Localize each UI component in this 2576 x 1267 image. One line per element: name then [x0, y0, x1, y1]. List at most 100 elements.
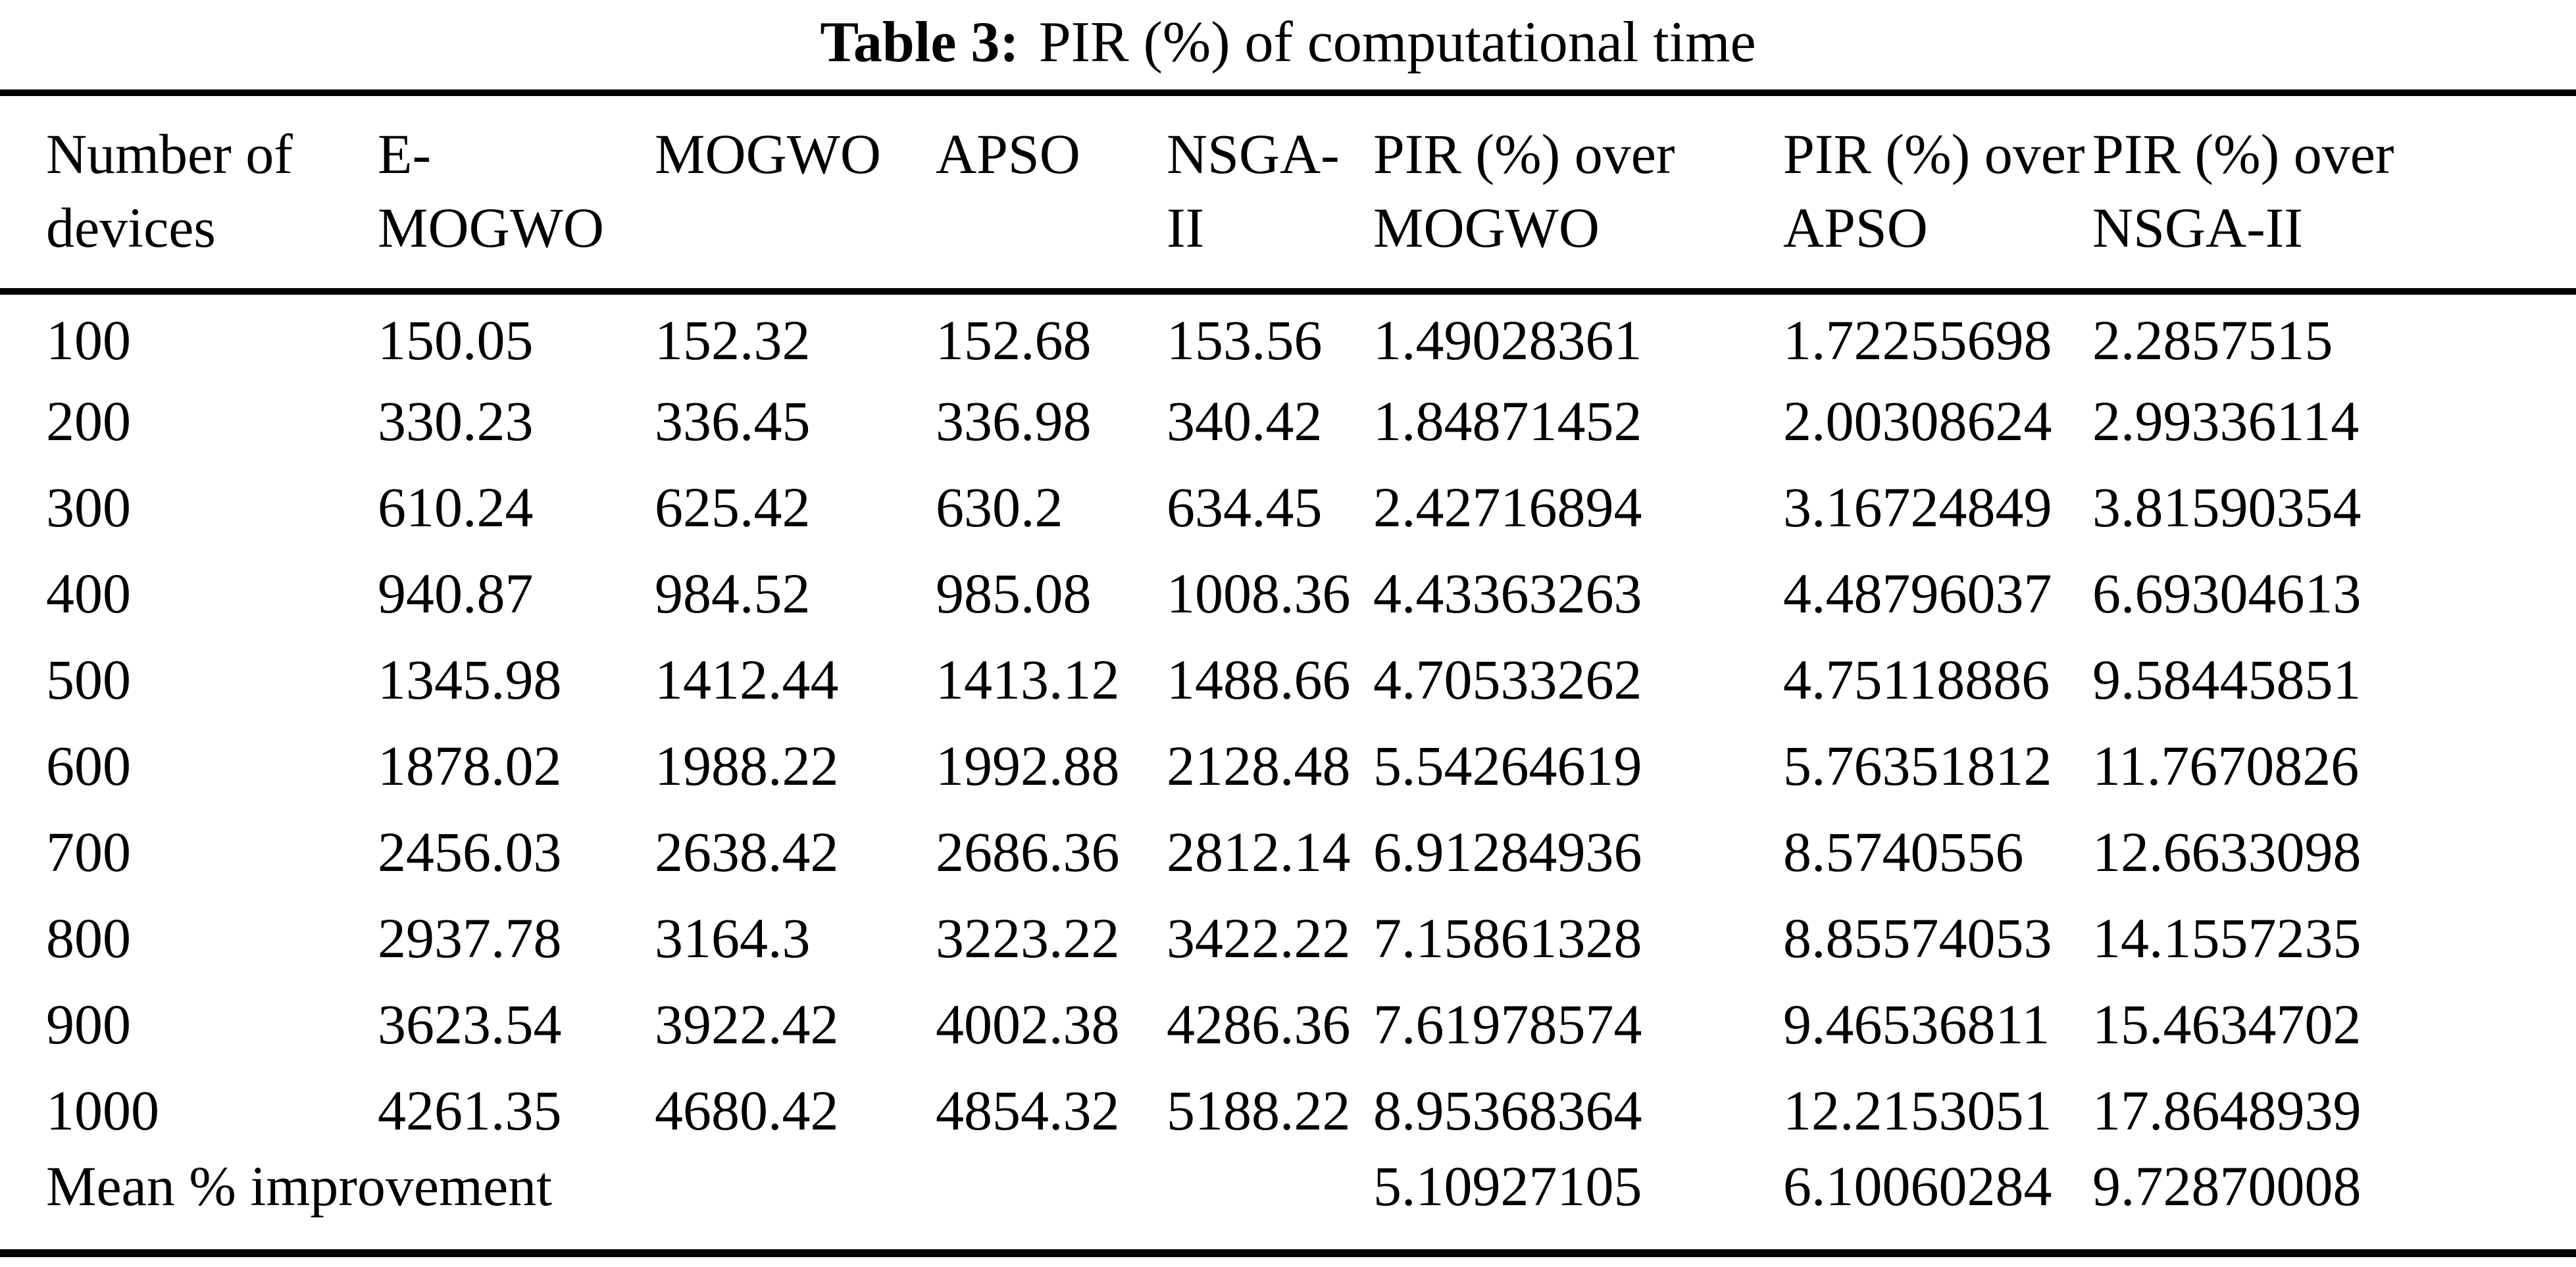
table-cell: 17.8648939 — [2092, 1078, 2361, 1142]
table-cell: 9.46536811 — [1783, 992, 2050, 1056]
table-cell: 2686.36 — [936, 820, 1120, 883]
table-cell: 4261.35 — [378, 1078, 562, 1142]
header-row: Number of devices E- MOGWO MOGWO APSO NSGA… — [0, 93, 2576, 295]
table-cell: 5.10927105 — [1373, 1155, 1642, 1218]
table-cell: 600 — [46, 733, 131, 797]
col-header-e-mogwo: E- MOGWO — [378, 93, 655, 295]
header-line: PIR (%) over — [1373, 122, 1675, 186]
header-line: PIR (%) over — [2092, 122, 2394, 186]
table-cell: 800 — [46, 906, 131, 970]
header-line: NSGA-II — [2092, 196, 2304, 259]
col-header-pir-over-apso: PIR (%) over APSO — [1783, 93, 2092, 295]
table-body: 100 150.05 152.32 152.68 153.56 1.490283… — [0, 291, 2576, 1253]
table-cell: 3.16724849 — [1783, 475, 2052, 539]
table-cell: 984.52 — [655, 561, 811, 625]
table-cell: 4002.38 — [936, 992, 1120, 1056]
table-caption: Table 3: PIR (%) of computational time — [0, 0, 2576, 89]
table-cell: 2.00308624 — [1783, 389, 2052, 453]
table-cell: 2456.03 — [378, 820, 562, 883]
table-cell: 985.08 — [936, 561, 1092, 625]
header-line: devices — [46, 196, 216, 259]
table-cell: 152.32 — [655, 309, 811, 372]
col-header-num-devices: Number of devices — [0, 93, 378, 295]
table-cell: 1878.02 — [378, 733, 562, 797]
header-line: Number of — [46, 122, 293, 186]
header-line: APSO — [1783, 196, 1928, 259]
table-cell: 6.91284936 — [1373, 820, 1642, 883]
table-cell: 3922.42 — [655, 992, 839, 1056]
table-cell: 340.42 — [1167, 389, 1323, 453]
table-cell: 1.72255698 — [1783, 309, 2052, 372]
table-cell: 2.99336114 — [2092, 389, 2360, 453]
table-row: 300 610.24 625.42 630.2 634.45 2.4271689… — [0, 464, 2576, 550]
table-cell: 500 — [46, 647, 131, 711]
table-cell: 1488.66 — [1167, 647, 1351, 711]
table-cell: 4.43363263 — [1373, 561, 1642, 625]
col-header-mogwo: MOGWO — [655, 93, 936, 295]
table-cell: 1992.88 — [936, 733, 1120, 797]
table-cell: 5.54264619 — [1373, 733, 1642, 797]
mean-improvement-label: Mean % improvement — [46, 1155, 553, 1218]
table-cell: 3422.22 — [1167, 906, 1351, 970]
table-cell: 940.87 — [378, 561, 534, 625]
table-cell: 2638.42 — [655, 820, 839, 883]
table-cell: 336.98 — [936, 389, 1092, 453]
table-row: 400 940.87 984.52 985.08 1008.36 4.43363… — [0, 550, 2576, 636]
header-line: APSO — [936, 122, 1080, 186]
table-cell: 4.70533262 — [1373, 647, 1642, 711]
table-cell: 1.84871452 — [1373, 389, 1642, 453]
header-line: PIR (%) over — [1783, 122, 2085, 186]
table-cell: 634.45 — [1167, 475, 1323, 539]
header-line: MOGWO — [1373, 196, 1600, 259]
table-cell: 11.7670826 — [2092, 733, 2360, 797]
table-cell: 12.2153051 — [1783, 1078, 2052, 1142]
mean-improvement-row: Mean % improvement 5.10927105 6.10060284… — [0, 1153, 2576, 1253]
table-row: 700 2456.03 2638.42 2686.36 2812.14 6.91… — [0, 808, 2576, 895]
table-cell: 15.4634702 — [2092, 992, 2361, 1056]
table-cell: 2937.78 — [378, 906, 562, 970]
table-cell: 100 — [46, 309, 131, 372]
table-cell: 630.2 — [936, 475, 1063, 539]
table-cell: 5188.22 — [1167, 1078, 1351, 1142]
table-cell: 1413.12 — [936, 647, 1120, 711]
table-cell: 4.48796037 — [1783, 561, 2052, 625]
table-cell: 12.6633098 — [2092, 820, 2361, 883]
table-cell: 7.15861328 — [1373, 906, 1642, 970]
col-header-pir-over-nsga-ii: PIR (%) over NSGA-II — [2092, 93, 2576, 295]
table-row: 500 1345.98 1412.44 1413.12 1488.66 4.70… — [0, 636, 2576, 722]
table-cell: 152.68 — [936, 309, 1092, 372]
table-cell: 14.1557235 — [2092, 906, 2361, 970]
table-cell: 1412.44 — [655, 647, 839, 711]
data-table: Number of devices E- MOGWO MOGWO APSO NSGA… — [0, 89, 2576, 1257]
table-cell: 4854.32 — [936, 1078, 1120, 1142]
table-cell: 2.42716894 — [1373, 475, 1642, 539]
table-cell: 3623.54 — [378, 992, 562, 1056]
col-header-apso: APSO — [936, 93, 1167, 295]
table-cell: 1.49028361 — [1373, 309, 1642, 372]
table-cell: 2128.48 — [1167, 733, 1351, 797]
table-cell: 1345.98 — [378, 647, 562, 711]
table-cell: 1988.22 — [655, 733, 839, 797]
table-cell: 625.42 — [655, 475, 811, 539]
table-cell: 6.10060284 — [1783, 1155, 2052, 1218]
table-cell: 8.95368364 — [1373, 1078, 1642, 1142]
table-cell: 8.85574053 — [1783, 906, 2052, 970]
table-row: 900 3623.54 3922.42 4002.38 4286.36 7.61… — [0, 981, 2576, 1067]
col-header-pir-over-mogwo: PIR (%) over MOGWO — [1373, 93, 1783, 295]
table-cell: 3.81590354 — [2092, 475, 2361, 539]
table-cell: 9.72870008 — [2092, 1155, 2361, 1218]
table-row: 100 150.05 152.32 152.68 153.56 1.490283… — [0, 291, 2576, 378]
table-cell: 4.75118886 — [1783, 647, 2050, 711]
table-cell: 3223.22 — [936, 906, 1120, 970]
table-cell: 9.58445851 — [2092, 647, 2361, 711]
header-line: E- — [378, 122, 432, 186]
table-row: 1000 4261.35 4680.42 4854.32 5188.22 8.9… — [0, 1067, 2576, 1153]
table-cell: 4680.42 — [655, 1078, 839, 1142]
table-cell: 300 — [46, 475, 131, 539]
table-row: 200 330.23 336.45 336.98 340.42 1.848714… — [0, 378, 2576, 464]
table-cell: 1000 — [46, 1078, 159, 1142]
col-header-nsga-ii: NSGA- II — [1167, 93, 1373, 295]
table-cell: 2812.14 — [1167, 820, 1351, 883]
table-cell: 4286.36 — [1167, 992, 1351, 1056]
